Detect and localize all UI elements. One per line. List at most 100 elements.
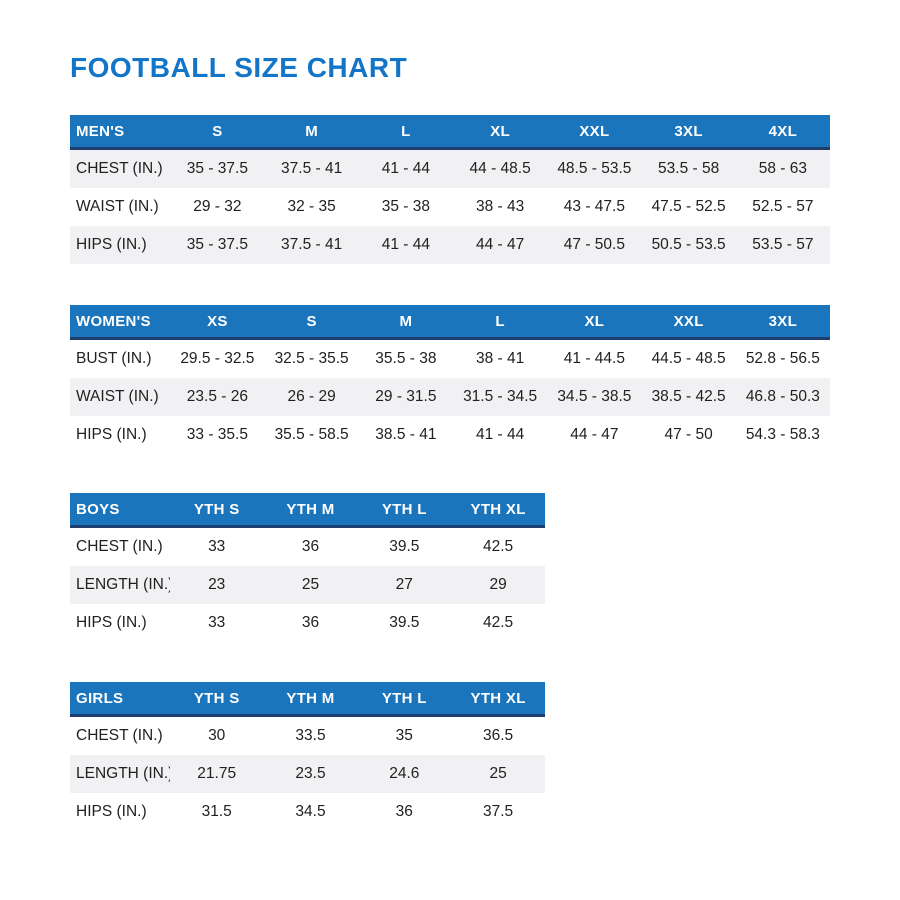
- boys-size-table: BOYS YTH S YTH M YTH L YTH XL CHEST (IN.) 33 36…: [70, 493, 545, 642]
- size-value-cell: 41 - 44: [381, 236, 430, 253]
- size-value-cell: 38.5 - 42.5: [651, 388, 726, 405]
- size-value-cell: 35.5 - 58.5: [274, 426, 349, 443]
- table-data-row: LENGTH (IN.) 21.75 23.5 24.6 25: [70, 755, 545, 793]
- size-value-cell: 35 - 37.5: [186, 160, 248, 177]
- size-value-cell: 37.5 - 41: [281, 236, 343, 253]
- size-value-cell: 33.5: [295, 727, 326, 744]
- size-value-cell: 36.5: [483, 727, 514, 744]
- size-column-header: YTH M: [286, 689, 335, 707]
- size-value-cell: 58 - 63: [758, 160, 807, 177]
- size-value-cell: 23.5 - 26: [186, 388, 248, 405]
- size-column-header: YTH M: [286, 500, 335, 518]
- size-value-cell: 21.75: [197, 765, 237, 782]
- size-value-cell: 38 - 41: [475, 350, 525, 367]
- size-value-cell: 44 - 47: [475, 236, 525, 253]
- size-column-header: M: [399, 312, 413, 330]
- size-value-cell: 24.6: [389, 765, 420, 782]
- table-header-row: WOMEN'S XS S M L XL XXL 3XL: [70, 305, 830, 340]
- size-value-cell: 48.5 - 53.5: [557, 160, 632, 177]
- size-value-cell: 29 - 32: [193, 198, 242, 215]
- size-column-header: YTH S: [193, 500, 240, 518]
- size-value-cell: 39.5: [389, 538, 420, 555]
- table-data-row: HIPS (IN.) 35 - 37.5 37.5 - 41 41 - 44 44 - …: [70, 226, 830, 264]
- size-value-cell: 29: [489, 576, 507, 593]
- table-title-cell: BOYS: [76, 500, 120, 518]
- table-data-row: CHEST (IN.) 33 36 39.5 42.5: [70, 528, 545, 566]
- size-value-cell: 26 - 29: [287, 388, 336, 405]
- table-data-row: HIPS (IN.) 31.5 34.5 36 37.5: [70, 793, 545, 831]
- size-value-cell: 44 - 48.5: [469, 160, 531, 177]
- table-data-row: CHEST (IN.) 35 - 37.5 37.5 - 41 41 - 44 44 -…: [70, 150, 830, 188]
- size-column-header: YTH L: [381, 500, 427, 518]
- size-value-cell: 47 - 50: [664, 426, 713, 443]
- size-value-cell: 46.8 - 50.3: [745, 388, 820, 405]
- size-value-cell: 35: [395, 727, 413, 744]
- table-title-cell: MEN'S: [76, 122, 125, 140]
- table-header-row: BOYS YTH S YTH M YTH L YTH XL: [70, 493, 545, 528]
- size-value-cell: 52.8 - 56.5: [745, 350, 820, 367]
- mens-size-table: MEN'S S M L XL XXL 3XL 4XL CHEST (IN.) 35 - 37.5 3…: [70, 115, 830, 264]
- table-title-cell: GIRLS: [76, 689, 124, 707]
- size-value-cell: 35 - 38: [381, 198, 430, 215]
- size-value-cell: 33: [208, 614, 226, 631]
- measurement-label: HIPS (IN.): [76, 426, 147, 443]
- measurement-label: CHEST (IN.): [76, 538, 163, 555]
- womens-size-table: WOMEN'S XS S M L XL XXL 3XL BUST (IN.) 29.5 - 32.…: [70, 305, 830, 454]
- table-data-row: HIPS (IN.) 33 36 39.5 42.5: [70, 604, 545, 642]
- size-value-cell: 41 - 44: [381, 160, 430, 177]
- table-data-row: BUST (IN.) 29.5 - 32.5 32.5 - 35.5 35.5 - 3…: [70, 340, 830, 378]
- size-value-cell: 54.3 - 58.3: [745, 426, 820, 443]
- size-value-cell: 37.5 - 41: [281, 160, 343, 177]
- size-column-header: YTH L: [381, 689, 427, 707]
- size-value-cell: 27: [395, 576, 413, 593]
- measurement-label: HIPS (IN.): [76, 803, 147, 820]
- table-data-row: CHEST (IN.) 30 33.5 35 36.5: [70, 717, 545, 755]
- size-value-cell: 38 - 43: [475, 198, 525, 215]
- table-header-row: GIRLS YTH S YTH M YTH L YTH XL: [70, 682, 545, 717]
- page-title: FOOTBALL SIZE CHART: [70, 52, 408, 83]
- size-column-header: XL: [490, 122, 511, 140]
- size-value-cell: 38.5 - 41: [375, 426, 437, 443]
- size-value-cell: 29.5 - 32.5: [180, 350, 255, 367]
- size-value-cell: 23.5: [295, 765, 326, 782]
- size-column-header: YTH XL: [470, 500, 526, 518]
- size-column-header: XL: [584, 312, 605, 330]
- measurement-label: BUST (IN.): [76, 350, 152, 367]
- size-value-cell: 41 - 44.5: [563, 350, 625, 367]
- table-header-row: MEN'S S M L XL XXL 3XL 4XL: [70, 115, 830, 150]
- measurement-label: WAIST (IN.): [76, 388, 159, 405]
- size-value-cell: 29 - 31.5: [375, 388, 437, 405]
- size-column-header: 3XL: [768, 312, 798, 330]
- size-value-cell: 47 - 50.5: [563, 236, 625, 253]
- size-column-header: S: [212, 122, 223, 140]
- table-body: CHEST (IN.) 35 - 37.5 37.5 - 41 41 - 44 44 -…: [70, 150, 830, 264]
- size-column-header: 3XL: [674, 122, 703, 140]
- size-column-header: M: [305, 122, 319, 140]
- size-column-header: XXL: [579, 122, 610, 140]
- size-value-cell: 53.5 - 57: [752, 236, 814, 253]
- size-column-header: 4XL: [768, 122, 798, 140]
- table-body: CHEST (IN.) 33 36 39.5 42.5 LENGTH (IN.) 23 25 2…: [70, 528, 545, 642]
- measurement-label: CHEST (IN.): [76, 727, 163, 744]
- size-value-cell: 34.5: [295, 803, 326, 820]
- size-value-cell: 39.5: [389, 614, 420, 631]
- table-data-row: LENGTH (IN.) 23 25 27 29: [70, 566, 545, 604]
- size-column-header: YTH XL: [470, 689, 526, 707]
- measurement-label: HIPS (IN.): [76, 614, 147, 631]
- measurement-label: WAIST (IN.): [76, 198, 159, 215]
- size-value-cell: 36: [395, 803, 413, 820]
- table-body: BUST (IN.) 29.5 - 32.5 32.5 - 35.5 35.5 - 3…: [70, 340, 830, 454]
- size-column-header: XXL: [673, 312, 704, 330]
- size-value-cell: 31.5 - 34.5: [463, 388, 538, 405]
- size-value-cell: 37.5: [483, 803, 514, 820]
- size-value-cell: 35 - 37.5: [186, 236, 248, 253]
- size-value-cell: 33: [208, 538, 226, 555]
- size-column-header: XS: [207, 312, 228, 330]
- table-data-row: WAIST (IN.) 23.5 - 26 26 - 29 29 - 31.5 31.5…: [70, 378, 830, 416]
- size-value-cell: 31.5: [201, 803, 232, 820]
- size-value-cell: 25: [489, 765, 507, 782]
- table-data-row: HIPS (IN.) 33 - 35.5 35.5 - 58.5 38.5 - 41 4…: [70, 416, 830, 454]
- measurement-label: LENGTH (IN.): [76, 576, 170, 593]
- size-value-cell: 42.5: [483, 614, 514, 631]
